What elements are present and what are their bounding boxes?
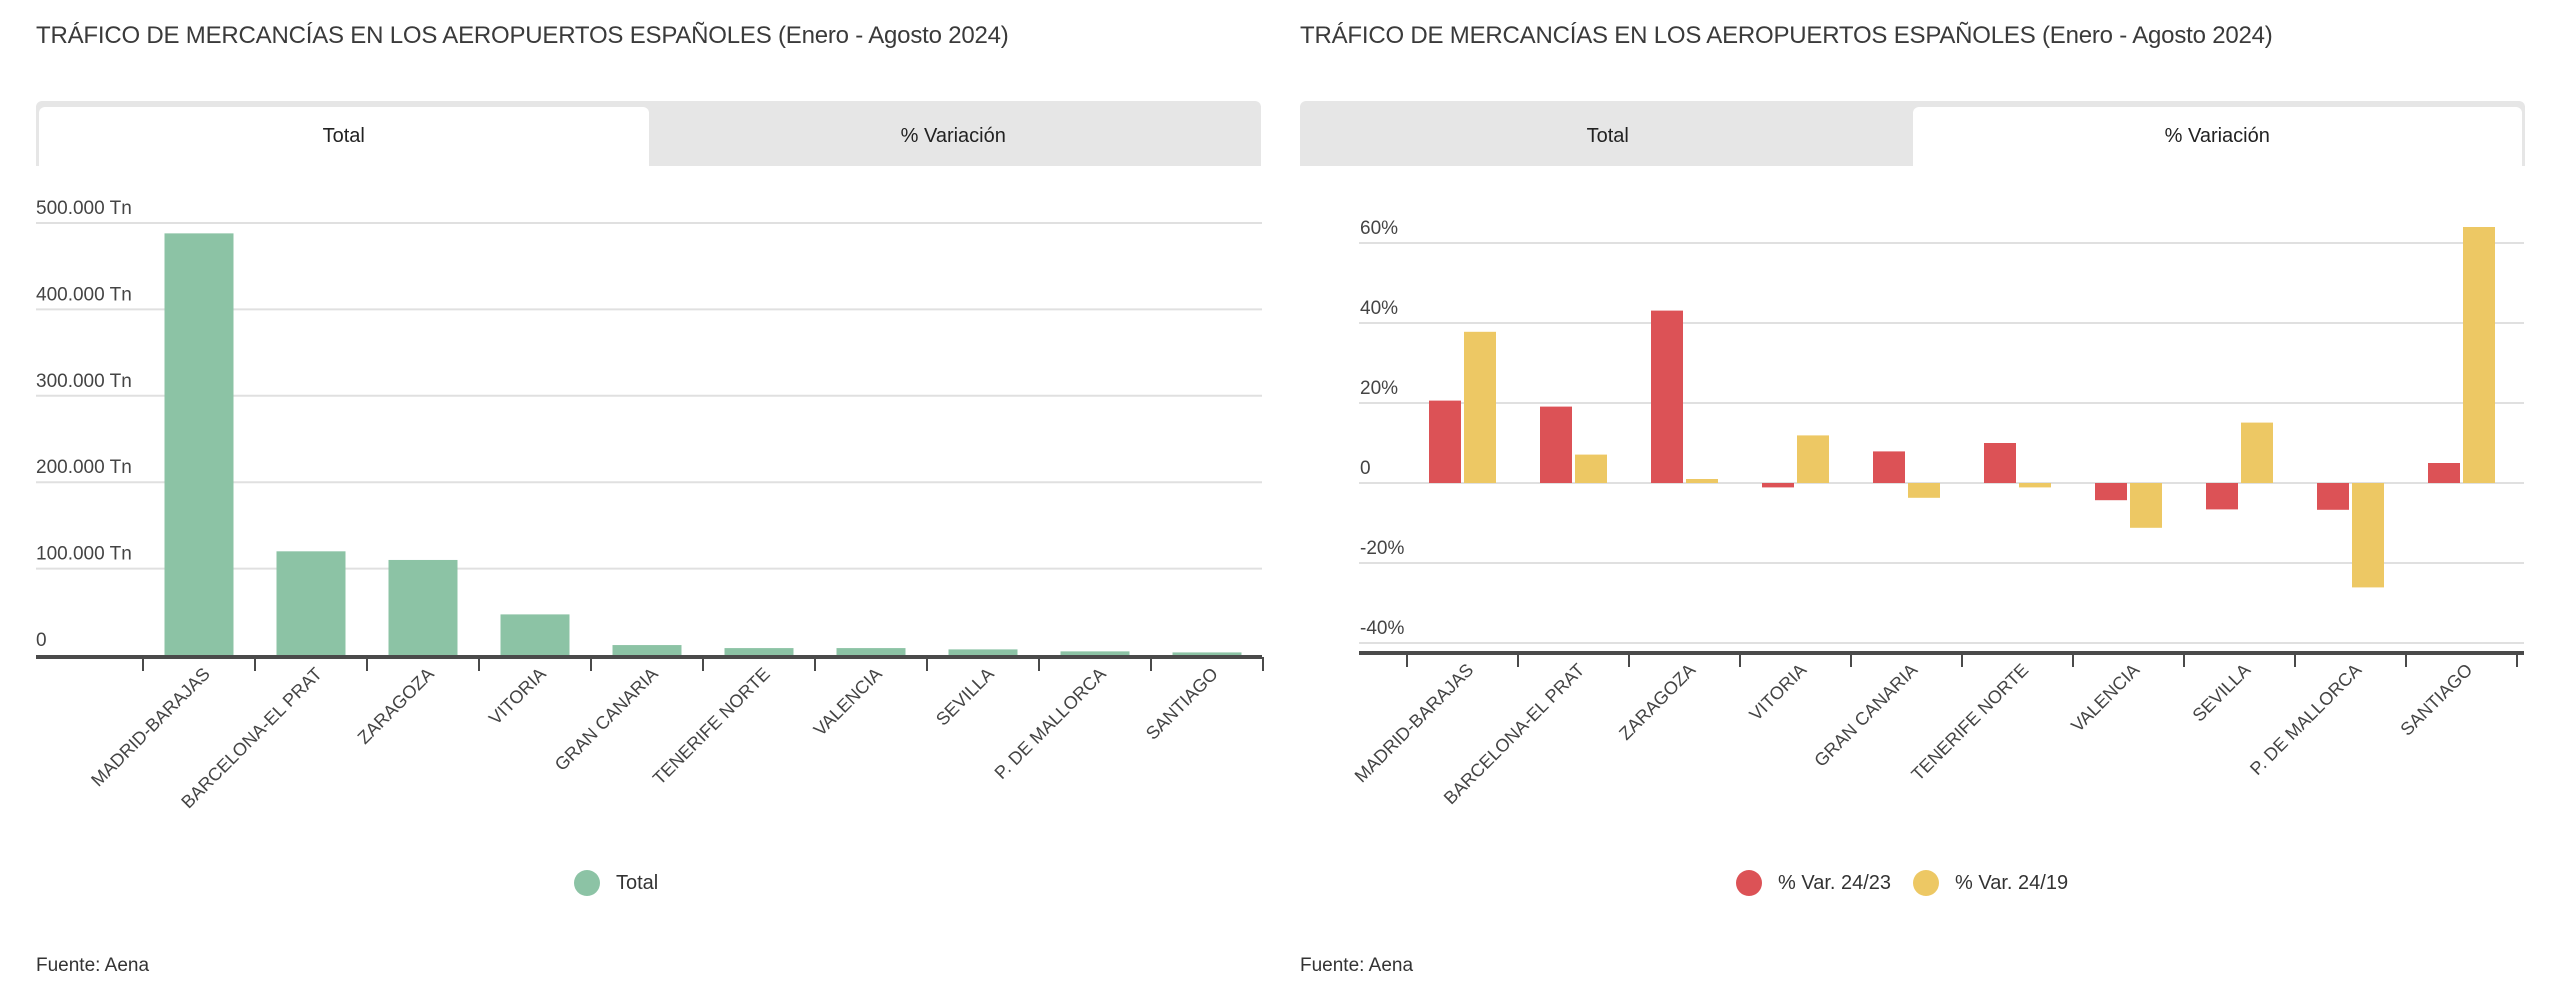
x-tick-label: SANTIAGO (2396, 660, 2476, 740)
bar-total (724, 648, 794, 655)
bar-total (276, 551, 346, 655)
legend-label: % Var. 24/19 (1955, 871, 2069, 894)
bar-var-24-19 (2130, 483, 2162, 528)
x-tick-label: TENERIFE NORTE (1907, 660, 2032, 785)
x-tick-label: SEVILLA (2189, 660, 2255, 726)
x-tick-label: MADRID-BARAJAS (87, 664, 214, 791)
bar-var-24-19 (1797, 435, 1829, 483)
x-tick-label: VITORIA (1745, 660, 1810, 725)
y-tick-label: 200.000 Tn (36, 457, 132, 478)
y-tick-label: 0 (36, 630, 47, 651)
tab-total[interactable]: Total (39, 107, 649, 166)
legend-dot-icon (1736, 870, 1762, 896)
legend-item-total[interactable]: Total (574, 870, 658, 896)
tab-variacion[interactable]: % Variación (900, 125, 1006, 147)
bar-var-24-23 (1984, 443, 2016, 483)
chart-title: TRÁFICO DE MERCANCÍAS EN LOS AEROPUERTOS… (1300, 22, 2273, 49)
legend-item-var-24-19[interactable]: % Var. 24/19 (1913, 870, 2068, 896)
y-tick-label: 60% (1360, 218, 1398, 239)
y-tick-label: -20% (1360, 538, 1404, 559)
x-tick-label: ZARAGOZA (1615, 660, 1699, 744)
x-tick-label: MADRID-BARAJAS (1351, 660, 1478, 787)
bar-var-24-23 (1762, 483, 1794, 488)
x-tick-label: VALENCIA (2067, 660, 2143, 736)
bar-total (500, 614, 570, 655)
source-note: Fuente: Aena (1300, 955, 1414, 976)
bar-var-24-19 (2352, 483, 2384, 588)
x-tick-label: TENERIFE NORTE (649, 664, 774, 789)
x-tick-label: P. DE MALLORCA (2246, 660, 2365, 779)
bar-total (612, 645, 682, 655)
bar-var-24-23 (2206, 483, 2238, 510)
bar-total (164, 233, 234, 656)
legend-label: % Var. 24/23 (1778, 871, 1892, 894)
x-tick-label: VALENCIA (810, 664, 886, 740)
bar-total (1172, 652, 1242, 655)
bar-total (948, 649, 1018, 655)
y-tick-label: 300.000 Tn (36, 371, 132, 392)
y-tick-label: 500.000 Tn (36, 198, 132, 219)
tab-bar: Total % Variación (36, 101, 1261, 166)
y-tick-label: -40% (1360, 618, 1404, 639)
legend-item-var-24-23[interactable]: % Var. 24/23 (1736, 870, 1891, 896)
bar-total (836, 648, 906, 655)
x-tick-label: SANTIAGO (1142, 664, 1222, 744)
chart-title: TRÁFICO DE MERCANCÍAS EN LOS AEROPUERTOS… (36, 22, 1009, 49)
legend-dot-icon (574, 870, 600, 896)
x-tick-label: GRAN CANARIA (551, 664, 662, 775)
bar-var-24-23 (1873, 451, 1905, 483)
bar-var-24-19 (2019, 483, 2051, 488)
bar-var-24-23 (1651, 310, 1683, 483)
tab-total[interactable]: Total (1586, 125, 1629, 147)
y-tick-label: 400.000 Tn (36, 284, 132, 305)
bar-var-24-19 (2241, 422, 2273, 483)
bar-var-24-19 (1686, 479, 1718, 483)
x-tick-label: ZARAGOZA (354, 664, 438, 748)
legend-dot-icon (1913, 870, 1940, 896)
bar-total (388, 559, 458, 655)
chart-legend: Total (574, 870, 680, 896)
variation-panel: TRÁFICO DE MERCANCÍAS EN LOS AEROPUERTOS… (1300, 0, 2525, 1003)
tab-variacion[interactable]: % Variación (1912, 107, 2522, 166)
bar-var-24-23 (2095, 483, 2127, 501)
source-note: Fuente: Aena (36, 955, 150, 976)
bar-var-24-19 (2463, 227, 2495, 483)
y-tick-label: 100.000 Tn (36, 544, 132, 565)
bar-var-24-19 (1464, 331, 1496, 483)
y-tick-label: 0 (1360, 458, 1371, 479)
bar-var-24-23 (2428, 463, 2460, 483)
y-tick-label: 20% (1360, 378, 1398, 399)
bar-total (1060, 651, 1130, 655)
x-tick-label: VITORIA (485, 664, 550, 729)
bar-var-24-23 (1540, 406, 1572, 483)
total-panel: TRÁFICO DE MERCANCÍAS EN LOS AEROPUERTOS… (36, 0, 1262, 1003)
x-tick-label: GRAN CANARIA (1810, 660, 1921, 771)
y-tick-label: 40% (1360, 298, 1398, 319)
bar-var-24-19 (1908, 483, 1940, 498)
bar-var-24-23 (1429, 400, 1461, 483)
chart-legend: % Var. 24/23 % Var. 24/19 (1736, 870, 2090, 896)
x-tick-label: P. DE MALLORCA (991, 664, 1110, 783)
legend-label: Total (616, 871, 659, 894)
bar-var-24-23 (2317, 483, 2349, 510)
bar-var-24-19 (1575, 454, 1607, 483)
tab-bar: Total % Variación (1300, 101, 2525, 166)
x-tick-label: SEVILLA (932, 664, 998, 730)
